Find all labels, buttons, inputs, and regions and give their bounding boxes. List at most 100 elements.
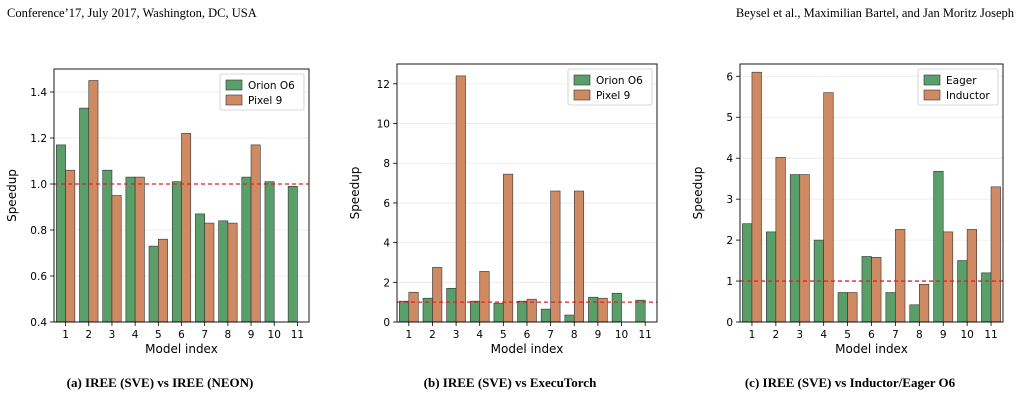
x-tick-label: 7 bbox=[892, 329, 899, 341]
bar bbox=[517, 300, 528, 323]
x-tick-label: 5 bbox=[500, 329, 507, 341]
bar bbox=[775, 157, 786, 323]
y-tick-label: 0.4 bbox=[30, 317, 47, 329]
bar bbox=[766, 231, 777, 323]
y-tick-label: 0.6 bbox=[30, 271, 47, 283]
bar bbox=[455, 75, 466, 323]
bar bbox=[564, 314, 575, 323]
x-tick-label: 11 bbox=[984, 329, 997, 341]
legend-swatch bbox=[225, 94, 243, 106]
y-tick-label: 1.2 bbox=[30, 133, 47, 145]
x-tick-label: 9 bbox=[595, 329, 602, 341]
x-tick-label: 9 bbox=[940, 329, 947, 341]
x-tick-label: 10 bbox=[960, 329, 973, 341]
y-tick-label: 1.0 bbox=[30, 179, 47, 191]
bar bbox=[287, 186, 298, 323]
bar bbox=[111, 195, 122, 323]
x-tick-label: 8 bbox=[571, 329, 578, 341]
bar bbox=[56, 144, 66, 323]
bar bbox=[204, 222, 215, 323]
bar bbox=[611, 292, 622, 323]
x-tick-label: 1 bbox=[405, 329, 412, 341]
x-tick-label: 7 bbox=[201, 329, 208, 341]
bar bbox=[799, 174, 810, 323]
y-tick-label: 12 bbox=[377, 79, 390, 91]
x-tick-label: 3 bbox=[109, 329, 116, 341]
bar bbox=[218, 220, 229, 323]
bar bbox=[635, 299, 646, 323]
bar bbox=[885, 292, 896, 323]
bar bbox=[789, 174, 801, 323]
bar bbox=[540, 308, 551, 323]
legend-swatch bbox=[923, 74, 941, 86]
bar bbox=[446, 287, 457, 323]
x-tick-label: 11 bbox=[638, 329, 651, 341]
y-tick-label: 8 bbox=[383, 158, 390, 170]
bar bbox=[264, 181, 275, 323]
x-tick-label: 9 bbox=[248, 329, 255, 341]
x-axis-label: Model index bbox=[491, 342, 564, 356]
bar bbox=[195, 213, 205, 323]
legend-label: Orion O6 bbox=[248, 80, 295, 92]
bar bbox=[65, 169, 76, 323]
bar bbox=[250, 144, 261, 323]
caption-a: (a) IREE (SVE) vs IREE (NEON) bbox=[66, 375, 254, 390]
x-tick-label: 1 bbox=[749, 329, 756, 341]
x-tick-label: 1 bbox=[62, 329, 69, 341]
bar bbox=[181, 133, 192, 323]
x-tick-label: 10 bbox=[268, 329, 281, 341]
y-tick-label: 1.4 bbox=[30, 87, 47, 99]
x-tick-label: 4 bbox=[476, 329, 483, 341]
legend-swatch bbox=[923, 89, 941, 101]
x-axis-label: Model index bbox=[835, 342, 908, 356]
x-tick-label: 8 bbox=[225, 329, 232, 341]
bar bbox=[432, 267, 443, 323]
bar bbox=[102, 169, 113, 323]
x-tick-label: 4 bbox=[132, 329, 139, 341]
bar bbox=[503, 173, 514, 323]
legend-label: Eager bbox=[946, 75, 977, 87]
y-tick-label: 10 bbox=[377, 119, 390, 131]
bar bbox=[88, 80, 99, 323]
caption-c: (c) IREE (SVE) vs Inductor/Eager O6 bbox=[744, 375, 956, 390]
legend-label: Pixel 9 bbox=[248, 95, 282, 107]
bar bbox=[134, 176, 145, 323]
x-tick-label: 3 bbox=[453, 329, 460, 341]
y-tick-label: 1 bbox=[726, 276, 733, 288]
bar bbox=[227, 222, 238, 323]
y-axis-label: Speedup bbox=[5, 169, 19, 222]
bar bbox=[79, 107, 90, 323]
y-axis-label: Speedup bbox=[691, 167, 705, 220]
bar bbox=[981, 272, 992, 323]
x-tick-label: 2 bbox=[773, 329, 780, 341]
running-header-left: Conference’17, July 2017, Washington, DC… bbox=[7, 6, 257, 20]
x-tick-label: 6 bbox=[868, 329, 875, 341]
bar bbox=[847, 292, 858, 323]
bar bbox=[148, 245, 159, 323]
x-tick-label: 3 bbox=[796, 329, 803, 341]
chart-c: 0 1 2 3 4 5 6 1 2 3 4 5 6 7 8 9 10 11 Model index Speedup Ea… bbox=[691, 63, 1004, 356]
y-tick-label: 6 bbox=[383, 198, 390, 210]
legend-swatch bbox=[225, 79, 243, 91]
x-tick-label: 6 bbox=[178, 329, 185, 341]
y-tick-label: 4 bbox=[726, 153, 733, 165]
y-tick-label: 5 bbox=[726, 112, 733, 124]
bar bbox=[125, 176, 136, 323]
x-tick-label: 4 bbox=[820, 329, 827, 341]
bar bbox=[919, 284, 930, 323]
bar bbox=[742, 223, 753, 323]
legend-label: Inductor bbox=[946, 90, 990, 102]
x-tick-label: 8 bbox=[916, 329, 923, 341]
bar bbox=[933, 170, 944, 323]
y-tick-label: 0 bbox=[383, 317, 390, 329]
bar bbox=[241, 176, 252, 323]
bar bbox=[942, 231, 954, 323]
bar bbox=[837, 292, 848, 323]
running-header-right: Beysel et al., Maximilian Bartel, and Ja… bbox=[735, 6, 1014, 20]
bar bbox=[158, 238, 168, 323]
x-tick-label: 6 bbox=[524, 329, 531, 341]
bar bbox=[957, 260, 968, 323]
caption-b: (b) IREE (SVE) vs ExecuTorch bbox=[423, 375, 597, 390]
bar bbox=[408, 291, 419, 323]
